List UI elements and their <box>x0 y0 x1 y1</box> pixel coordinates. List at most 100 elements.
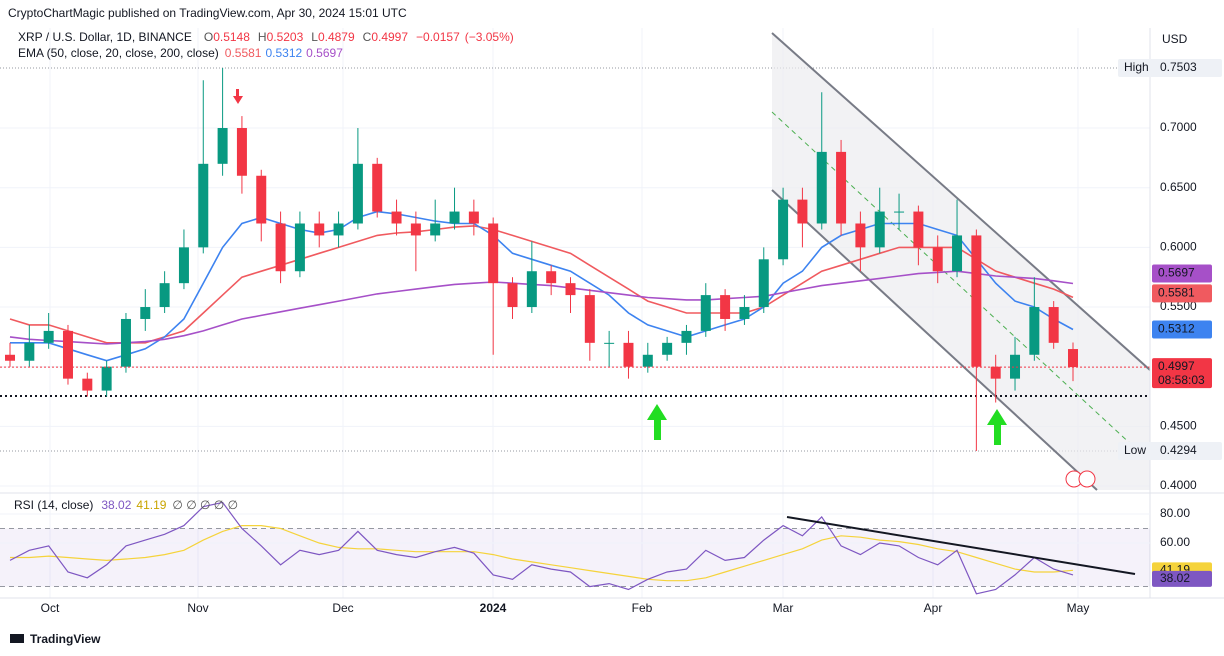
arrow-up <box>987 409 1007 445</box>
line-series <box>10 525 1074 582</box>
rsi-tick-label: 80.00 <box>1160 506 1190 520</box>
candle-body <box>256 175 267 224</box>
legend-ema: EMA (50, close, 20, close, 200, close) 0.… <box>18 46 343 60</box>
arrow-down <box>233 89 243 104</box>
candle-body <box>410 223 421 236</box>
x-tick-label: Mar <box>773 601 794 615</box>
brand: TradingView <box>10 632 101 646</box>
publisher: CryptoChartMagic published on TradingVie… <box>8 6 407 20</box>
candle-body <box>449 211 460 224</box>
currency: USD <box>1162 32 1188 46</box>
candle-body <box>971 235 982 367</box>
legend-ohlc: XRP / U.S. Dollar, 1D, BINANCE O0.5148 H0.… <box>18 30 514 44</box>
rsi-ma-value: 41.19 <box>136 498 166 512</box>
candle-body <box>120 318 131 367</box>
ohlc-label: O <box>204 30 213 44</box>
candle-body <box>526 271 537 308</box>
line-series <box>9 501 1074 595</box>
candle-body <box>314 223 325 236</box>
candle-body <box>720 295 731 319</box>
arrow-up <box>647 404 667 440</box>
low-marker-box <box>1118 441 1222 460</box>
candle-body <box>82 378 93 391</box>
candle-body <box>816 151 827 224</box>
x-tick-label: 2024 <box>480 601 507 615</box>
indicator-label: EMA (50, close, 20, close, 200, close) <box>18 46 219 60</box>
candle-body <box>642 354 653 367</box>
candle-body <box>894 211 905 213</box>
candle-body <box>294 223 305 272</box>
rsi-value: 38.02 <box>101 498 131 512</box>
candle-body <box>874 211 885 248</box>
ohlc-label: H <box>258 30 267 44</box>
candle-body <box>372 163 383 212</box>
ohlc-label: L <box>311 30 318 44</box>
candle-body <box>855 223 866 248</box>
price-tag <box>1152 358 1212 389</box>
low-marker-value: 0.4294 <box>1160 443 1197 457</box>
candle-body <box>391 211 402 224</box>
event-icons <box>1065 470 1096 488</box>
line-series <box>9 225 1074 344</box>
axes: Oct Nov Dec 2024 Feb Mar Apr May 0.4000 0.4500 0.5… <box>41 58 1222 615</box>
candle-body <box>24 342 35 361</box>
price-tag-label: 0.5581 <box>1158 286 1195 300</box>
ohlc-value: 0.5148 <box>213 30 250 44</box>
candle-body <box>932 247 943 272</box>
ema-value: 0.5697 <box>306 46 343 60</box>
candle-body <box>333 223 344 236</box>
channel-middle <box>771 111 1136 449</box>
price-tag <box>1152 284 1212 303</box>
x-tick-label: Oct <box>41 601 60 615</box>
y-tick-label: 0.7000 <box>1160 120 1197 134</box>
candle-body <box>913 211 924 248</box>
ohlc-label: C <box>363 30 372 44</box>
price-tag-label: 0.5312 <box>1158 322 1195 336</box>
candle-body <box>159 283 170 308</box>
candle-body <box>62 330 73 379</box>
candle-body <box>952 235 963 272</box>
x-tick-label: Dec <box>332 601 353 615</box>
candle-body <box>198 163 209 248</box>
plot <box>0 67 1150 451</box>
rsi-flags: ∅ ∅ ∅ ∅ ∅ <box>172 498 238 512</box>
price-tag-label: 0.4997 <box>1158 359 1195 373</box>
x-tick-label: Nov <box>187 601 208 615</box>
candle-body <box>778 199 789 260</box>
candle-body <box>5 354 15 361</box>
rsi-legend: RSI (14, close) 38.02 41.19 ∅ ∅ ∅ ∅ ∅ <box>14 498 238 512</box>
line-series <box>9 270 1074 345</box>
candle-body <box>352 163 363 224</box>
rsi-tag <box>1152 570 1212 587</box>
y-tick-label: 0.6000 <box>1160 240 1197 254</box>
candle-body <box>507 283 518 308</box>
x-tick-label: Feb <box>632 601 653 615</box>
candle-body <box>797 199 808 224</box>
price-tag <box>1152 320 1212 339</box>
rsi-trendline <box>786 516 1136 575</box>
candle-body <box>990 366 1001 379</box>
candle-body <box>623 342 634 367</box>
change-pct: (−3.05%) <box>465 30 514 44</box>
low-marker-label: Low <box>1124 443 1146 457</box>
line-series <box>10 210 1074 362</box>
rsi-label: RSI (14, close) <box>14 498 93 512</box>
candle-body <box>275 223 286 272</box>
high-marker-value: 0.7503 <box>1160 60 1197 74</box>
x-tick-label: May <box>1067 601 1090 615</box>
ohlc-value: 0.5203 <box>267 30 304 44</box>
candle-body <box>178 247 189 284</box>
change: −0.0157 <box>416 30 460 44</box>
candle-body <box>604 342 615 344</box>
high-marker-label: High <box>1124 60 1149 74</box>
ema-value: 0.5312 <box>265 46 302 60</box>
candle-body <box>565 283 576 296</box>
candle-body <box>681 330 692 343</box>
candle-body <box>836 151 847 224</box>
candle-body <box>546 271 557 284</box>
candle-body <box>43 330 54 343</box>
candle-body <box>584 295 595 343</box>
rsi-panel <box>0 501 1150 595</box>
y-tick-label: 0.5500 <box>1160 299 1197 313</box>
